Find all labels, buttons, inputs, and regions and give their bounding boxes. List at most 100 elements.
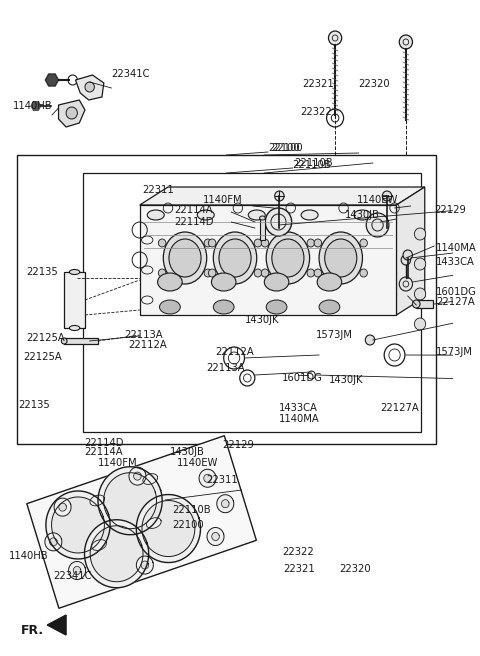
Text: 22114A: 22114A (175, 205, 213, 215)
Circle shape (208, 269, 216, 277)
Circle shape (360, 239, 367, 247)
Ellipse shape (266, 300, 287, 314)
Text: 22322: 22322 (300, 107, 332, 117)
Circle shape (399, 35, 412, 49)
Text: 22110B: 22110B (172, 505, 211, 516)
Text: 22112A: 22112A (128, 340, 167, 350)
Polygon shape (45, 74, 59, 86)
Circle shape (366, 213, 389, 237)
Circle shape (314, 239, 322, 247)
Text: 22110B: 22110B (293, 160, 331, 170)
Circle shape (208, 239, 216, 247)
Polygon shape (141, 561, 149, 569)
Polygon shape (73, 567, 81, 575)
Polygon shape (90, 495, 105, 506)
Text: 22320: 22320 (339, 564, 371, 574)
Text: 22311: 22311 (143, 185, 174, 195)
Ellipse shape (260, 216, 265, 220)
Ellipse shape (219, 239, 251, 277)
Ellipse shape (319, 300, 340, 314)
Text: 22129: 22129 (222, 440, 254, 450)
Polygon shape (98, 466, 162, 535)
Polygon shape (104, 473, 156, 529)
Text: 1140EW: 1140EW (357, 195, 398, 205)
Ellipse shape (163, 232, 207, 284)
Ellipse shape (266, 232, 310, 284)
Polygon shape (45, 533, 62, 551)
Text: 22113A: 22113A (124, 329, 163, 340)
Text: 1601DG: 1601DG (436, 287, 477, 297)
Ellipse shape (159, 300, 180, 314)
Circle shape (158, 239, 166, 247)
Text: 1433CA: 1433CA (436, 257, 475, 267)
Ellipse shape (319, 232, 362, 284)
Polygon shape (31, 102, 41, 110)
Bar (83, 173, 421, 432)
Circle shape (204, 269, 212, 277)
Text: 22125A: 22125A (24, 352, 62, 362)
Polygon shape (140, 187, 425, 205)
Text: 1430JK: 1430JK (245, 315, 279, 325)
Polygon shape (140, 205, 396, 315)
Polygon shape (75, 75, 104, 100)
Text: 1433CA: 1433CA (279, 403, 317, 413)
Circle shape (401, 255, 410, 265)
Text: 1140FM: 1140FM (97, 458, 137, 468)
Text: 1140EW: 1140EW (177, 458, 218, 468)
Text: 22114A: 22114A (85, 447, 123, 457)
Text: 22127A: 22127A (381, 403, 420, 413)
Text: 22100: 22100 (172, 520, 204, 530)
Circle shape (265, 208, 292, 236)
Ellipse shape (61, 338, 67, 344)
Text: 22125A: 22125A (26, 333, 65, 343)
Bar (64, 272, 85, 328)
Text: 1573JM: 1573JM (316, 330, 353, 340)
Text: 1573JM: 1573JM (436, 347, 473, 357)
Polygon shape (204, 474, 211, 482)
Text: 22321: 22321 (302, 79, 334, 89)
Polygon shape (92, 540, 107, 550)
Ellipse shape (213, 232, 257, 284)
Circle shape (365, 335, 375, 345)
Ellipse shape (272, 239, 304, 277)
Bar (416, 300, 433, 308)
Polygon shape (143, 474, 157, 484)
Text: 22311: 22311 (206, 475, 238, 485)
Text: 22112A: 22112A (215, 347, 254, 357)
Circle shape (275, 191, 284, 201)
Ellipse shape (157, 273, 182, 291)
Circle shape (414, 318, 426, 330)
Polygon shape (136, 556, 153, 574)
Ellipse shape (264, 273, 289, 291)
Text: 22135: 22135 (18, 400, 50, 411)
Ellipse shape (197, 210, 214, 220)
Ellipse shape (248, 210, 265, 220)
Polygon shape (51, 497, 105, 553)
Text: 22100: 22100 (271, 143, 302, 153)
Circle shape (414, 258, 426, 270)
Text: 1140MA: 1140MA (436, 243, 477, 253)
Ellipse shape (324, 239, 357, 277)
Polygon shape (27, 436, 256, 608)
Text: 1430JB: 1430JB (170, 447, 205, 457)
Ellipse shape (169, 239, 201, 277)
Ellipse shape (354, 210, 371, 220)
Polygon shape (136, 495, 201, 563)
Polygon shape (396, 187, 425, 315)
Text: 22110B: 22110B (295, 158, 333, 168)
Ellipse shape (70, 325, 80, 331)
Polygon shape (59, 503, 66, 511)
Polygon shape (90, 525, 143, 582)
Text: 22113A: 22113A (206, 363, 244, 373)
Text: 22129: 22129 (434, 205, 466, 215)
Text: 22341C: 22341C (111, 69, 150, 79)
Text: 22135: 22135 (26, 267, 58, 277)
Polygon shape (199, 469, 216, 487)
Ellipse shape (211, 273, 236, 291)
Circle shape (204, 239, 212, 247)
Polygon shape (142, 501, 195, 556)
Polygon shape (207, 527, 224, 546)
Polygon shape (69, 562, 85, 579)
Ellipse shape (317, 273, 342, 291)
Text: 1140HB: 1140HB (9, 550, 48, 561)
